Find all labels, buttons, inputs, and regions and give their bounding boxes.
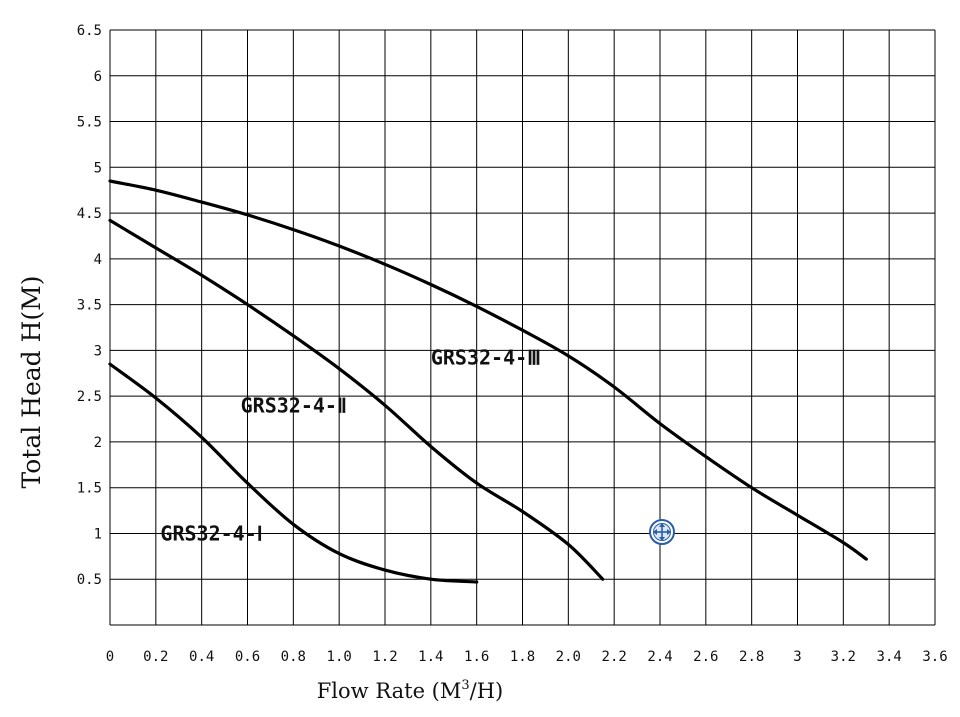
y-tick-label: 1.5 <box>77 481 102 497</box>
x-axis-ticks: 0 0.2 0.4 0.6 0.8 1.0 1.2 1.4 1.6 1.8 2.0 2.2 2.4 2.6… <box>106 649 948 665</box>
x-tick-label: 3.2 <box>831 649 856 665</box>
x-tick-label: 0.6 <box>235 649 260 665</box>
y-axis-ticks: 0.5 1 1.5 2 2.5 3 3.5 4 4.5 5 5.5 6 6.5 <box>77 23 102 588</box>
x-tick-label: 3.6 <box>922 649 947 665</box>
x-tick-label: 1.6 <box>464 649 489 665</box>
y-tick-label: 3.5 <box>77 298 102 314</box>
series-line-1 <box>108 362 479 584</box>
x-tick-label: 2.0 <box>556 649 581 665</box>
x-tick-label: 1.2 <box>372 649 397 665</box>
x-tick-label: 2.2 <box>602 649 627 665</box>
x-tick-label: 2.4 <box>647 649 672 665</box>
series-line-3 <box>108 179 868 561</box>
y-tick-label: 4 <box>94 252 102 268</box>
y-tick-label: 6 <box>94 69 102 85</box>
x-tick-label: 1.0 <box>327 649 352 665</box>
move-cursor-icon <box>649 519 675 545</box>
series-line-2 <box>108 218 605 581</box>
x-tick-label: 0.2 <box>143 649 168 665</box>
y-tick-label: 1 <box>94 526 102 542</box>
x-tick-label: 2.8 <box>739 649 764 665</box>
y-tick-label: 5 <box>94 160 102 176</box>
x-tick-label: 1.8 <box>510 649 535 665</box>
grid-lines <box>109 29 936 626</box>
x-tick-label: 3.4 <box>877 649 902 665</box>
y-tick-label: 6.5 <box>77 23 102 39</box>
y-tick-label: 0.5 <box>77 572 102 588</box>
y-tick-label: 3 <box>94 343 102 359</box>
series-label-1: GRS32-4-Ⅰ <box>160 521 262 545</box>
y-axis-title: Total Head H(M) <box>17 275 46 488</box>
x-tick-label: 2.6 <box>693 649 718 665</box>
x-tick-label: 3 <box>793 649 801 665</box>
series-labels: GRS32-4-Ⅰ GRS32-4-Ⅱ GRS32-4-Ⅲ <box>160 346 541 546</box>
series-label-3: GRS32-4-Ⅲ <box>431 346 541 370</box>
series-lines <box>108 179 868 584</box>
x-axis-title: Flow Rate (M3/H) <box>317 678 504 703</box>
x-tick-label: 1.4 <box>418 649 443 665</box>
y-tick-label: 5.5 <box>77 115 102 131</box>
series-label-2: GRS32-4-Ⅱ <box>241 393 347 417</box>
x-tick-label: 0.4 <box>189 649 214 665</box>
x-tick-label: 0.8 <box>281 649 306 665</box>
y-tick-label: 2.5 <box>77 389 102 405</box>
x-tick-label: 0 <box>106 649 114 665</box>
y-tick-label: 2 <box>94 435 102 451</box>
y-tick-label: 4.5 <box>77 206 102 222</box>
